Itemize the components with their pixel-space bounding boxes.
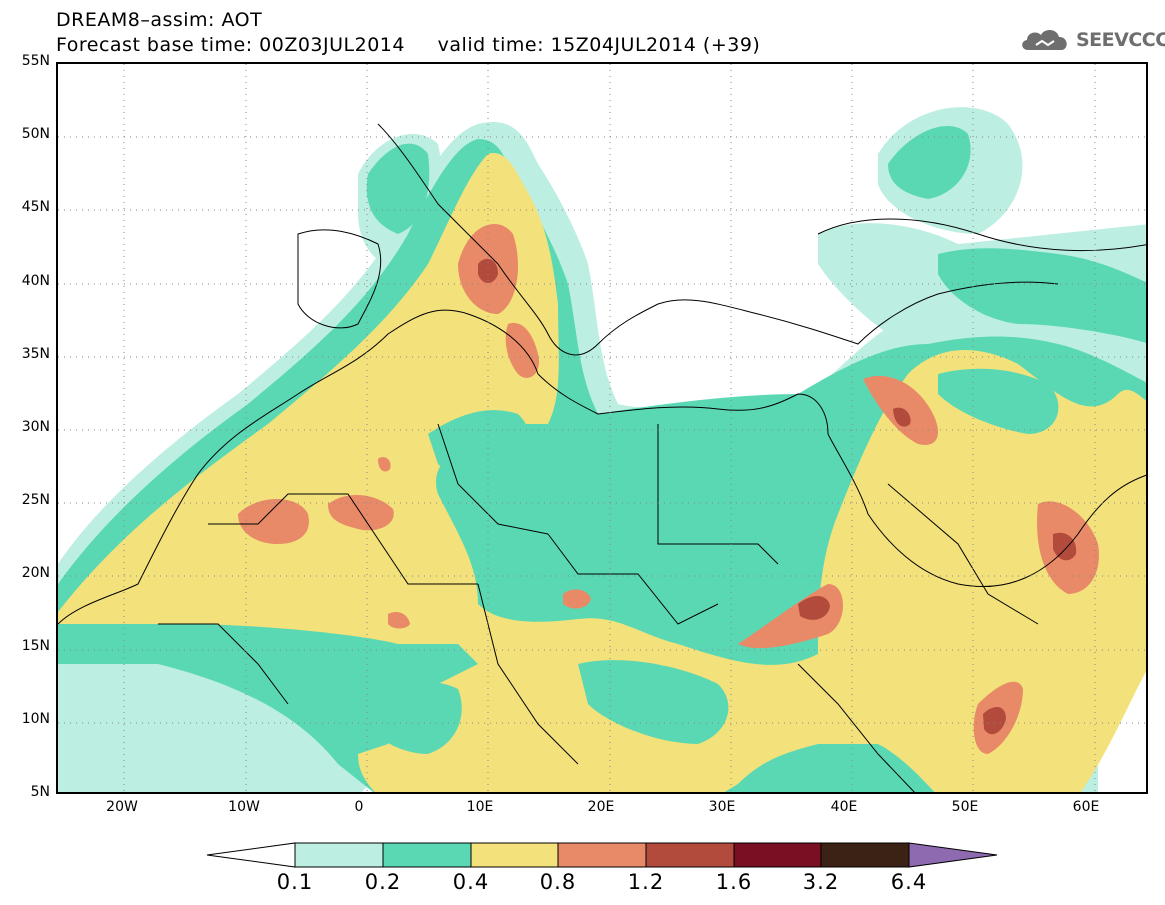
colorbar-segment: [557, 842, 647, 868]
lat-label: 45N: [21, 199, 50, 215]
lat-label: 30N: [21, 419, 50, 435]
lat-label: 20N: [21, 565, 50, 581]
aot-field: [58, 64, 1146, 792]
colorbar-segment: [470, 842, 559, 868]
map-title: DREAM8–assim: AOT: [56, 9, 263, 31]
lon-label: 60E: [1072, 799, 1100, 815]
lat-label: 5N: [30, 784, 50, 800]
lon-label: 10W: [228, 799, 260, 815]
aot-map: [56, 62, 1148, 794]
colorbar-label: 0.8: [539, 870, 577, 894]
lon-label: 50E: [951, 799, 979, 815]
lat-label: 55N: [21, 53, 50, 69]
seevccc-logo: SEEVCCC: [1018, 24, 1165, 56]
lon-label: 30E: [708, 799, 736, 815]
coastlines: [58, 123, 1146, 792]
cloud-icon: [1022, 29, 1067, 50]
lat-label: 35N: [21, 346, 50, 362]
lon-label: 10E: [466, 799, 494, 815]
colorbar-label: 3.2: [802, 870, 840, 894]
lon-label: 40E: [830, 799, 858, 815]
colorbar-segment: [645, 842, 735, 868]
lat-label: 40N: [21, 273, 50, 289]
lon-label: 0: [354, 799, 364, 815]
aot-band-1-2: [478, 258, 1077, 735]
colorbar-segment: [382, 842, 472, 868]
lon-label: 20E: [587, 799, 615, 815]
lat-label: 50N: [21, 126, 50, 142]
colorbar-segment: [733, 842, 822, 868]
logo-text: SEEVCCC: [1076, 29, 1165, 51]
colorbar-below: [206, 842, 296, 868]
colorbar-label: 6.4: [890, 870, 928, 894]
lat-label: 10N: [21, 711, 50, 727]
colorbar: [206, 842, 998, 868]
lat-label: 15N: [21, 638, 50, 654]
colorbar-label: 1.2: [627, 870, 665, 894]
colorbar-above: [908, 842, 998, 868]
colorbar-label: 0.1: [276, 870, 314, 894]
grid-lines: [58, 64, 1146, 792]
colorbar-segment: [820, 842, 910, 868]
forecast-time-line: Forecast base time: 00Z03JUL2014 valid t…: [56, 34, 761, 56]
colorbar-label: 0.4: [452, 870, 490, 894]
colorbar-segment: [294, 842, 384, 868]
aot-band-0-4: [58, 153, 1146, 792]
colorbar-label: 0.2: [364, 870, 402, 894]
lat-label: 25N: [21, 492, 50, 508]
lon-label: 20W: [106, 799, 138, 815]
colorbar-label: 1.6: [715, 870, 753, 894]
